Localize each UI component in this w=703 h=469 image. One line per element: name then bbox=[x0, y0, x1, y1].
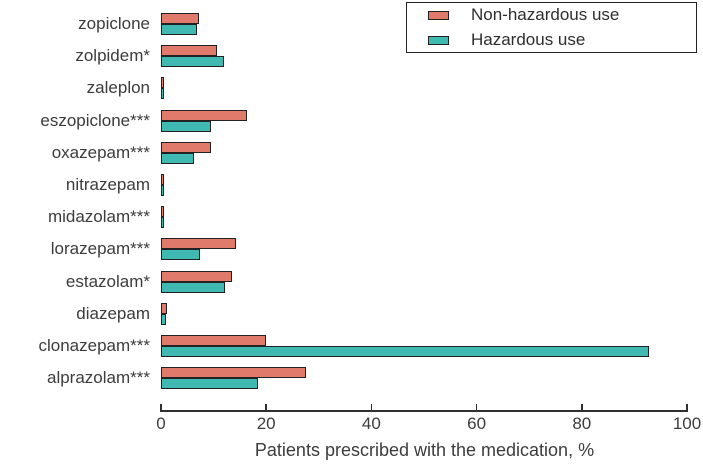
bar-midazolam-non-hazardous bbox=[161, 206, 165, 218]
bar-nitrazepam-non-hazardous bbox=[161, 174, 165, 185]
bar-oxazepam-non-hazardous bbox=[161, 141, 212, 153]
legend-swatch-hazardous-icon bbox=[428, 35, 449, 45]
bar-oxazepam-hazardous bbox=[161, 152, 195, 164]
bar-diazepam-non-hazardous bbox=[161, 302, 167, 314]
x-tick-label-60: 60 bbox=[467, 414, 487, 433]
bar-zopiclone-non-hazardous bbox=[161, 13, 199, 24]
category-label-clonazepam: clonazepam*** bbox=[38, 336, 150, 355]
bar-zaleplon-non-hazardous bbox=[161, 77, 165, 89]
bar-eszopiclone-hazardous bbox=[161, 120, 212, 132]
category-label-midazolam: midazolam*** bbox=[47, 207, 150, 227]
legend-item-hazardous: Hazardous use bbox=[428, 30, 696, 50]
bar-estazolam-hazardous bbox=[161, 281, 226, 293]
bar-zolpidem-hazardous bbox=[161, 56, 225, 68]
x-tick-80 bbox=[581, 404, 583, 411]
x-tick-label-40: 40 bbox=[361, 414, 381, 433]
category-label-zaleplon: zaleplon bbox=[86, 78, 150, 98]
bar-midazolam-hazardous bbox=[161, 217, 165, 229]
bar-diazepam-hazardous bbox=[161, 313, 166, 325]
bar-eszopiclone-non-hazardous bbox=[161, 109, 247, 121]
legend-swatch-non-hazardous-icon bbox=[428, 10, 449, 20]
x-tick-60 bbox=[475, 404, 478, 411]
x-tick-20 bbox=[265, 404, 267, 411]
bar-alprazolam-non-hazardous bbox=[161, 367, 306, 379]
x-tick-40 bbox=[370, 404, 373, 411]
x-tick-0 bbox=[160, 404, 162, 411]
legend-item-non-hazardous: Non-hazardous use bbox=[428, 5, 696, 25]
category-label-estazolam: estazolam* bbox=[65, 271, 150, 291]
bar-lorazepam-hazardous bbox=[161, 249, 201, 261]
bar-clonazepam-hazardous bbox=[161, 346, 650, 357]
bar-alprazolam-hazardous bbox=[161, 378, 259, 390]
x-tick-label-20: 20 bbox=[256, 414, 276, 433]
x-axis-title: Patients prescribed with the medication,… bbox=[254, 440, 595, 460]
legend: Non-hazardous use Hazardous use bbox=[406, 2, 697, 53]
bar-estazolam-non-hazardous bbox=[161, 270, 232, 282]
x-tick-100 bbox=[686, 404, 688, 411]
x-axis-line bbox=[160, 410, 688, 412]
category-label-zopiclone: zopiclone bbox=[78, 14, 150, 33]
bar-lorazepam-non-hazardous bbox=[161, 238, 237, 250]
category-label-lorazepam: lorazepam*** bbox=[50, 239, 150, 259]
x-tick-label-80: 80 bbox=[572, 414, 592, 433]
category-label-diazepam: diazepam bbox=[76, 303, 150, 323]
bar-clonazepam-non-hazardous bbox=[161, 335, 267, 346]
bar-zopiclone-hazardous bbox=[161, 24, 197, 35]
x-tick-label-0: 0 bbox=[156, 414, 166, 433]
legend-label-hazardous: Hazardous use bbox=[471, 30, 586, 49]
category-label-eszopiclone: eszopiclone*** bbox=[40, 110, 150, 130]
category-label-alprazolam: alprazolam*** bbox=[47, 368, 150, 388]
category-label-zolpidem: zolpidem* bbox=[75, 46, 150, 66]
legend-label-non-hazardous: Non-hazardous use bbox=[471, 5, 620, 24]
x-tick-label-100: 100 bbox=[672, 414, 702, 433]
bar-zolpidem-non-hazardous bbox=[161, 45, 217, 57]
category-label-oxazepam: oxazepam*** bbox=[51, 142, 150, 162]
category-label-nitrazepam: nitrazepam bbox=[65, 175, 150, 194]
bar-nitrazepam-hazardous bbox=[161, 185, 165, 196]
bar-zaleplon-hazardous bbox=[161, 88, 165, 100]
